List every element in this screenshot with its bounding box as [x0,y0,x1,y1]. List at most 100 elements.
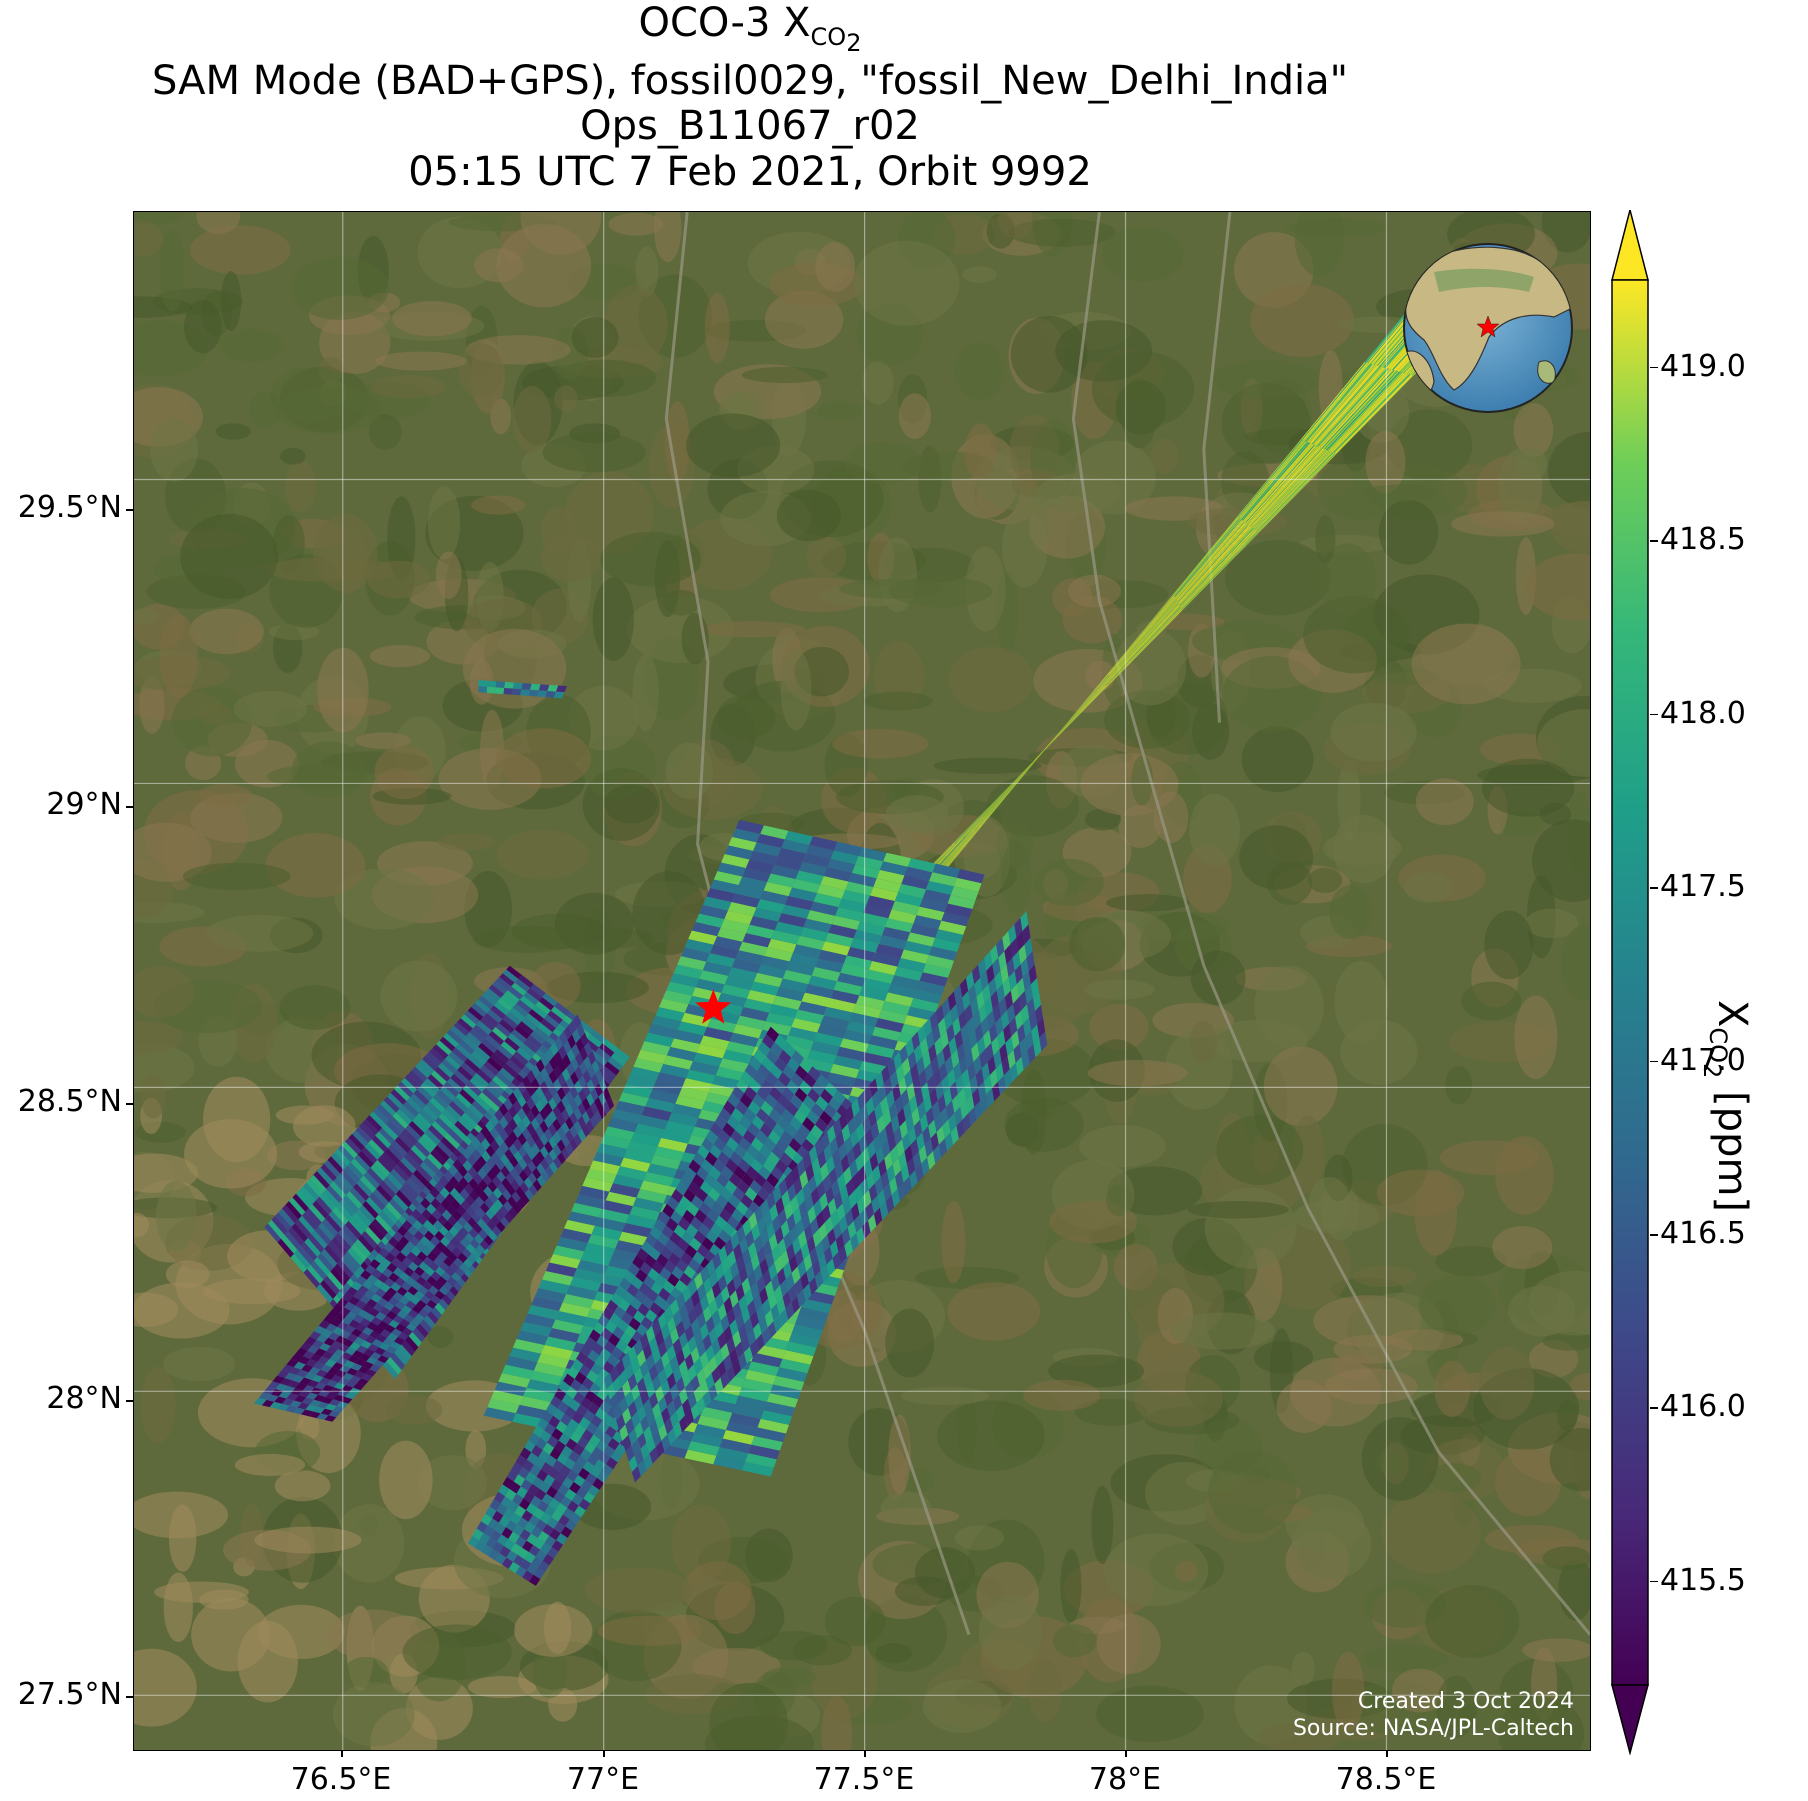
sounding-cell [479,1532,491,1545]
sounding-cell [761,1180,775,1195]
sounding-cell [706,1258,716,1277]
sounding-cell [951,1049,960,1069]
sounding-cell [843,955,873,970]
sounding-cell [961,760,1035,839]
sounding-cell [552,1131,562,1145]
sounding-cell [341,1292,354,1302]
sounding-cell [589,1329,601,1343]
sounding-cell [848,872,877,887]
sounding-cell [1105,606,1180,685]
sounding-cell [876,1115,886,1134]
sounding-cell [382,1315,393,1325]
sounding-cell [1252,449,1326,528]
sounding-cell [720,1285,730,1304]
sounding-cell [853,929,882,944]
sounding-cell [455,1242,466,1253]
sounding-cell [338,1377,350,1386]
sounding-cell [606,1096,615,1111]
sounding-cell [584,1336,597,1350]
sounding-cell [669,1231,682,1246]
terrain-patch [1028,1659,1062,1723]
sounding-cell [673,964,703,979]
sounding-cell [571,1202,603,1218]
sounding-cell [864,1128,874,1147]
sounding-cell [1174,517,1240,596]
terrain-patch [844,441,922,485]
sounding-cell [422,1281,433,1291]
sounding-cell [768,1291,777,1310]
sounding-cell [539,1133,549,1146]
sounding-cell [1316,368,1387,447]
sounding-cell [782,1064,796,1080]
sounding-cell [1308,365,1376,443]
sounding-cell [733,1243,743,1262]
sounding-cell [1109,594,1175,673]
sounding-cell [372,1188,389,1207]
sounding-cell [754,1234,763,1253]
sounding-cell [297,1245,314,1265]
sounding-cell [431,1246,442,1257]
sounding-cell [434,1181,445,1193]
sounding-cell [827,1125,836,1144]
sounding-cell [950,1004,959,1024]
sounding-cell [299,1377,312,1386]
sounding-cell [560,1495,572,1508]
sounding-cell [375,1214,392,1233]
sounding-cell [532,1179,542,1192]
sounding-cell [720,1314,730,1332]
sounding-cell [829,1239,839,1259]
terrain-patch [1561,925,1590,1001]
map-title-line3: Ops_B11067_r02 [580,103,920,149]
sounding-cell [963,759,1036,838]
terrain-patch [1048,1354,1145,1388]
sounding-cell [729,1172,742,1188]
sounding-cell [505,1356,538,1371]
sounding-cell [841,890,871,905]
sounding-cell [512,1339,545,1354]
sounding-cell [717,862,746,877]
sounding-cell [391,1140,408,1157]
terrain-patch [1225,540,1331,616]
sounding-cell [765,1280,774,1299]
sounding-cell [620,1157,651,1172]
terrain-patch [1103,1533,1209,1607]
sounding-cell [727,902,757,917]
sounding-cell [1314,367,1385,446]
sounding-cell [922,1050,931,1070]
sounding-cell [339,1307,351,1317]
sounding-cell [1308,365,1377,443]
sounding-cell [489,1203,500,1215]
sounding-cell [518,1145,528,1158]
terrain-patch [168,1504,197,1572]
sounding-cell [437,1141,454,1158]
sounding-cell [717,992,747,1008]
sounding-cell [487,1518,500,1530]
sounding-cell [490,1151,501,1165]
sounding-cell [294,1249,311,1269]
sounding-cell [873,1207,883,1227]
sounding-cell [499,1205,509,1217]
sounding-cell [791,1050,805,1066]
sounding-cell [721,1256,731,1275]
sounding-cell [343,1165,361,1184]
sounding-cell [859,1061,889,1076]
sounding-cell [455,1043,472,1059]
sounding-cell [913,1119,923,1139]
sounding-cell [599,1400,612,1414]
sounding-cell [501,1177,511,1190]
sounding-cell [565,1116,574,1130]
sounding-cell [908,1126,917,1146]
sounding-cell [390,1305,402,1315]
sounding-cell [403,1230,414,1242]
sounding-cell [1109,594,1174,672]
sounding-cell [385,1202,402,1220]
sounding-cell [756,1246,766,1265]
sounding-cell [352,1130,369,1147]
sounding-cell [974,752,1042,831]
sounding-cell [857,1091,866,1111]
sounding-cell [569,1138,578,1151]
sounding-cell [895,1063,905,1084]
sounding-cell [763,1401,796,1417]
sounding-cell [536,1162,546,1176]
sounding-cell [469,1189,480,1202]
